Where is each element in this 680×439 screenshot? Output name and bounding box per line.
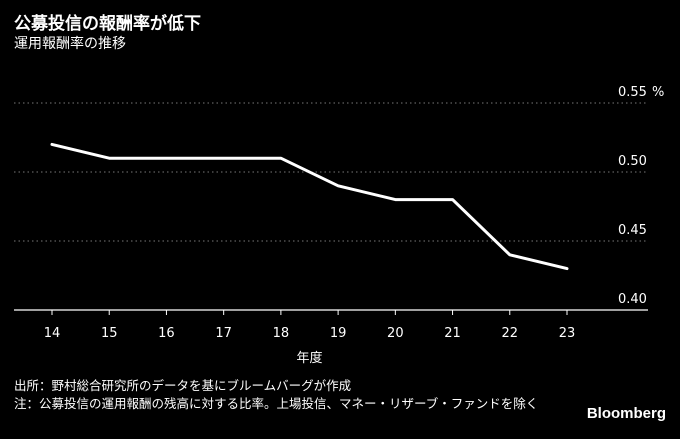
y-tick-label: 0.40: [618, 292, 647, 307]
x-tick-label: 18: [273, 326, 290, 341]
x-tick-label: 20: [387, 326, 404, 341]
x-tick-label: 23: [559, 326, 576, 341]
y-tick-labels: 0.40 0.45 0.50 0.55%: [618, 85, 664, 307]
x-axis-label: 年度: [296, 350, 322, 366]
footnote: 注：公募投信の運用報酬の残高に対する比率。上場投信、マネー・リザーブ・ファンドを…: [14, 396, 539, 411]
x-tick-label: 15: [101, 326, 118, 341]
gridlines: [14, 102, 648, 311]
x-tick-label: 21: [444, 326, 461, 341]
chart-subtitle: 運用報酬率の推移: [14, 36, 126, 52]
series-line: [50, 142, 569, 271]
chart-title: 公募投信の報酬率が低下: [14, 14, 201, 34]
x-tick-label: 16: [158, 326, 175, 341]
x-tick-label: 17: [215, 326, 232, 341]
bloomberg-logo: Bloomberg: [586, 405, 666, 422]
x-tick-label: 19: [330, 326, 347, 341]
x-tick-labels: 14 15 16 17 18 19 20 21 22 23: [44, 310, 576, 341]
x-tick-label: 14: [44, 326, 61, 341]
y-tick-label: 0.50: [618, 154, 647, 169]
source-note: 出所：野村総合研究所のデータを基にブルームバーグが作成: [14, 378, 352, 393]
y-tick-label: 0.55: [618, 85, 647, 100]
x-tick-label: 22: [502, 326, 519, 341]
y-tick-label: 0.45: [618, 223, 647, 238]
y-unit-label: %: [652, 85, 664, 100]
series-layer: [50, 142, 569, 271]
